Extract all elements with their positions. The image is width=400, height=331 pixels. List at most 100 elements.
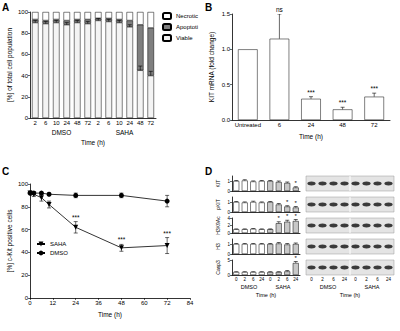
svg-text:[%] c-Kit positive cells: [%] c-Kit positive cells: [6, 209, 14, 273]
svg-text:24: 24: [63, 120, 70, 126]
svg-text:C: C: [2, 166, 9, 177]
svg-text:0: 0: [269, 277, 272, 282]
svg-text:24: 24: [342, 277, 348, 282]
svg-text:60: 60: [141, 300, 148, 306]
svg-text:20: 20: [21, 94, 28, 100]
svg-text:6: 6: [252, 277, 255, 282]
svg-text:5: 5: [227, 258, 230, 263]
svg-text:0.5: 0.5: [222, 82, 231, 88]
svg-text:Time (h): Time (h): [256, 292, 276, 298]
svg-text:60: 60: [21, 227, 28, 233]
svg-text:A: A: [2, 2, 9, 13]
svg-text:6: 6: [376, 277, 379, 282]
svg-text:2: 2: [365, 277, 368, 282]
svg-text:20: 20: [21, 272, 28, 278]
svg-text:24: 24: [293, 277, 299, 282]
svg-text:[%] of total cell population: [%] of total cell population: [6, 28, 14, 102]
svg-text:DMSO: DMSO: [52, 129, 72, 136]
svg-text:72: 72: [371, 122, 378, 128]
svg-text:0: 0: [227, 252, 230, 257]
svg-text:0: 0: [354, 277, 357, 282]
svg-text:*: *: [295, 255, 298, 261]
svg-text:0: 0: [25, 115, 29, 121]
svg-text:0: 0: [227, 210, 230, 215]
svg-text:***: ***: [339, 99, 347, 106]
svg-text:DMSO: DMSO: [241, 284, 258, 290]
svg-text:80: 80: [21, 30, 28, 36]
svg-text:72: 72: [147, 120, 154, 126]
svg-text:6: 6: [286, 277, 289, 282]
svg-text:6: 6: [332, 277, 335, 282]
svg-text:Untreated: Untreated: [235, 122, 261, 128]
svg-text:0: 0: [227, 189, 230, 194]
svg-text:H3: H3: [215, 243, 221, 250]
svg-text:80: 80: [21, 204, 28, 210]
svg-text:72: 72: [164, 300, 171, 306]
svg-text:72: 72: [84, 120, 91, 126]
svg-text:4: 4: [227, 216, 230, 221]
svg-text:0.0: 0.0: [222, 117, 231, 123]
svg-text:48: 48: [137, 120, 144, 126]
svg-text:SAHA: SAHA: [116, 129, 134, 136]
svg-text:12: 12: [50, 300, 57, 306]
svg-text:24: 24: [308, 122, 315, 128]
svg-text:24: 24: [126, 120, 133, 126]
svg-text:pKIT: pKIT: [215, 199, 221, 210]
svg-text:*: *: [286, 199, 289, 205]
svg-text:36: 36: [95, 300, 102, 306]
svg-text:***: ***: [118, 236, 126, 243]
svg-text:0: 0: [227, 231, 230, 236]
svg-text:0: 0: [310, 277, 313, 282]
svg-text:***: ***: [307, 89, 315, 96]
svg-text:2: 2: [227, 223, 230, 228]
svg-text:0: 0: [235, 277, 238, 282]
svg-text:6: 6: [278, 122, 282, 128]
svg-text:1: 1: [227, 179, 230, 184]
svg-text:***: ***: [370, 85, 378, 92]
svg-text:48: 48: [339, 122, 346, 128]
svg-text:48: 48: [118, 300, 125, 306]
svg-text:24: 24: [72, 300, 79, 306]
svg-text:100: 100: [18, 9, 29, 15]
svg-text:*: *: [295, 200, 298, 206]
svg-text:2: 2: [34, 120, 38, 126]
svg-text:***: ***: [163, 230, 171, 237]
svg-text:***: ***: [72, 214, 80, 221]
svg-text:40: 40: [21, 249, 28, 255]
svg-text:2: 2: [321, 277, 324, 282]
svg-text:1: 1: [227, 200, 230, 205]
svg-text:B: B: [205, 2, 212, 13]
svg-text:DMSO: DMSO: [50, 250, 68, 256]
svg-text:6: 6: [44, 120, 48, 126]
svg-text:*: *: [286, 213, 289, 219]
svg-text:1.0: 1.0: [222, 46, 231, 52]
svg-text:2: 2: [97, 120, 101, 126]
svg-text:DMSO: DMSO: [320, 284, 337, 290]
svg-text:10: 10: [53, 120, 60, 126]
svg-text:Necrotic: Necrotic: [176, 13, 198, 19]
svg-text:SAHA: SAHA: [365, 284, 380, 290]
svg-text:H3K9Ac: H3K9Ac: [215, 216, 221, 235]
svg-text:24: 24: [386, 277, 392, 282]
svg-text:Viable: Viable: [176, 35, 193, 41]
svg-text:*: *: [278, 215, 281, 221]
svg-text:0: 0: [227, 273, 230, 278]
svg-text:D: D: [205, 166, 212, 177]
svg-text:84: 84: [187, 300, 194, 306]
svg-text:2: 2: [243, 277, 246, 282]
svg-text:Time (h): Time (h): [81, 139, 105, 147]
svg-text:*: *: [295, 180, 298, 186]
svg-text:Apoptoti: Apoptoti: [176, 24, 198, 30]
svg-text:KIT: KIT: [215, 180, 221, 188]
svg-text:SAHA: SAHA: [276, 284, 291, 290]
svg-text:Time (h): Time (h): [98, 311, 122, 319]
svg-text:Casp3: Casp3: [215, 260, 221, 275]
svg-text:KIT mRNA (fold change): KIT mRNA (fold change): [208, 32, 216, 102]
svg-text:24: 24: [259, 277, 265, 282]
svg-text:SAHA: SAHA: [50, 241, 66, 247]
svg-text:40: 40: [21, 73, 28, 79]
svg-text:100: 100: [18, 181, 29, 187]
svg-text:Time (h): Time (h): [340, 292, 360, 298]
svg-text:ns: ns: [276, 6, 284, 13]
svg-text:0: 0: [28, 300, 32, 306]
